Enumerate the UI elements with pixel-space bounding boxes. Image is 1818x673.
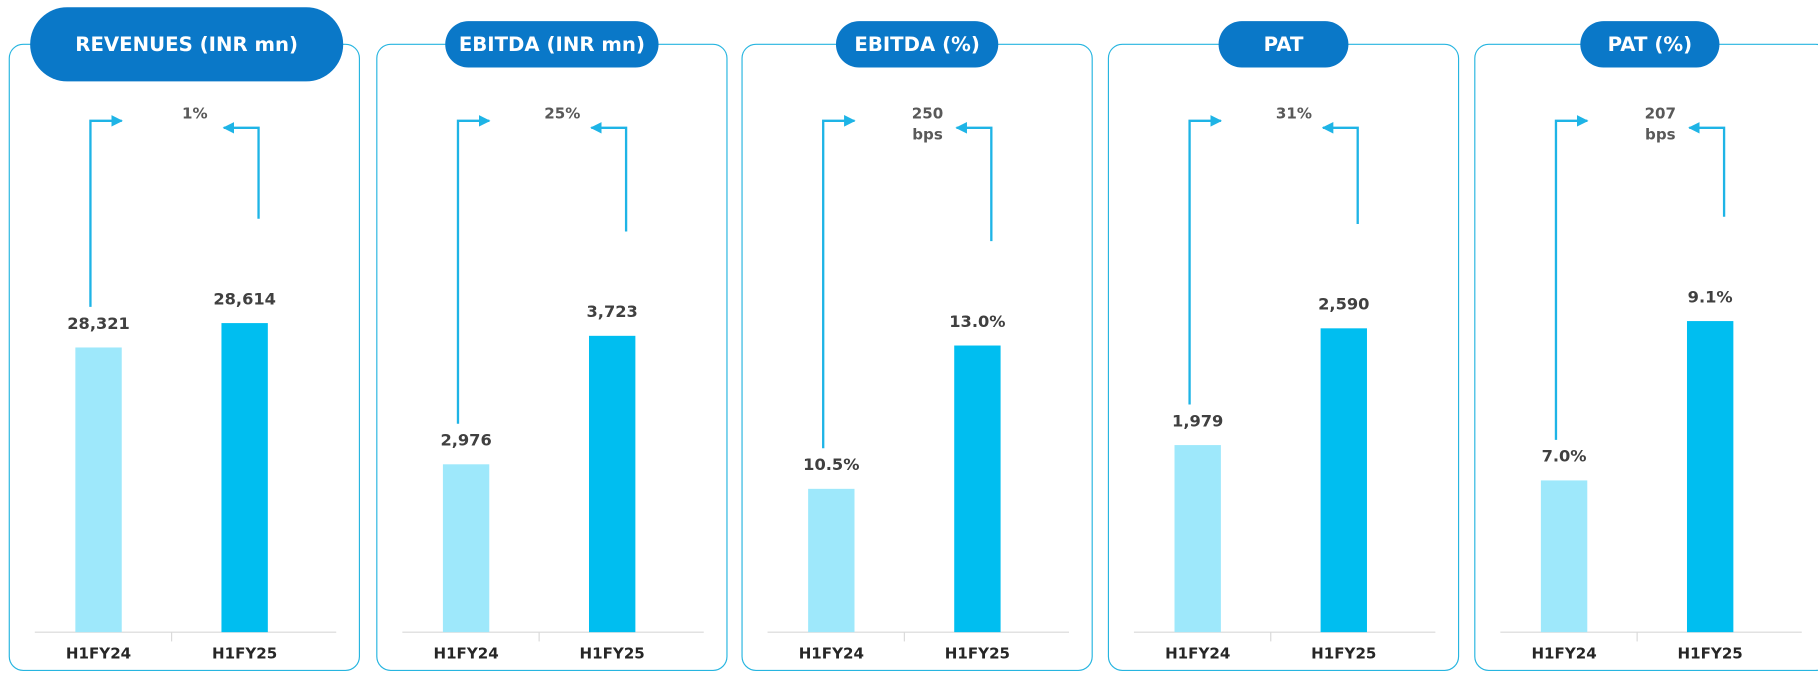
panel-title: EBITDA (INR mn) xyxy=(459,33,645,56)
title-pill xyxy=(445,21,659,68)
growth-arrow xyxy=(822,115,856,449)
annotation-box: 25% xyxy=(544,105,581,124)
annotation-box: 31% xyxy=(1275,105,1312,124)
growth-arrow xyxy=(1321,122,1359,224)
growth-annotation: 250 bps xyxy=(911,105,944,145)
category-label: H1FY25 xyxy=(1678,645,1743,663)
category-label: H1FY25 xyxy=(580,645,645,663)
panel-title: EBITDA (%) xyxy=(854,33,979,56)
value-label: 3,723 xyxy=(587,302,638,321)
category-label: H1FY24 xyxy=(433,645,498,663)
value-label: 10.5% xyxy=(803,455,859,474)
bar xyxy=(1174,445,1221,633)
growth-arrow xyxy=(89,115,123,307)
bar xyxy=(1540,480,1588,633)
growth-annotation: 1% xyxy=(181,105,208,124)
growth-annotation: 31% xyxy=(1275,105,1312,124)
category-label: H1FY25 xyxy=(945,645,1010,663)
growth-arrow xyxy=(1554,115,1589,440)
bar xyxy=(221,323,268,633)
value-label: 1,979 xyxy=(1172,411,1223,430)
growth-arrow xyxy=(456,115,491,424)
title-pill xyxy=(1218,21,1349,68)
category-label: H1FY25 xyxy=(1311,645,1376,663)
value-label: 9.1% xyxy=(1688,287,1733,306)
panel-title: PAT xyxy=(1264,33,1304,56)
growth-arrow xyxy=(1688,122,1726,217)
panel-title: REVENUES (INR mn) xyxy=(75,33,298,56)
growth-annotation: 207 bps xyxy=(1644,105,1677,145)
growth-annotation: 25% xyxy=(544,105,581,124)
category-label: H1FY25 xyxy=(212,645,277,663)
category-label: H1FY24 xyxy=(1165,645,1230,663)
category-label: H1FY24 xyxy=(66,645,131,663)
bar xyxy=(1320,328,1367,633)
bar xyxy=(808,488,855,633)
annotation-box: 207 bps xyxy=(1644,105,1677,145)
value-label: 2,590 xyxy=(1318,295,1369,314)
value-label: 7.0% xyxy=(1542,447,1587,466)
value-label: 28,321 xyxy=(67,314,130,333)
value-label: 28,614 xyxy=(213,289,276,308)
bar xyxy=(954,345,1001,633)
category-label: H1FY24 xyxy=(1531,645,1596,663)
panel-title: PAT (%) xyxy=(1608,33,1692,56)
growth-arrow xyxy=(590,122,628,232)
title-pill xyxy=(30,7,344,82)
annotation-box: 1% xyxy=(181,105,208,124)
value-label: 2,976 xyxy=(440,431,491,450)
value-label: 13.0% xyxy=(949,312,1005,331)
annotation-box: 250 bps xyxy=(911,105,944,145)
bar xyxy=(75,347,122,633)
bar xyxy=(1686,321,1734,633)
growth-arrow xyxy=(1188,115,1223,405)
title-pill xyxy=(835,21,999,68)
bar xyxy=(442,464,490,633)
bar xyxy=(588,335,636,633)
growth-arrow xyxy=(955,122,993,242)
category-label: H1FY24 xyxy=(799,645,864,663)
growth-arrow xyxy=(222,122,260,219)
title-pill xyxy=(1580,21,1720,68)
